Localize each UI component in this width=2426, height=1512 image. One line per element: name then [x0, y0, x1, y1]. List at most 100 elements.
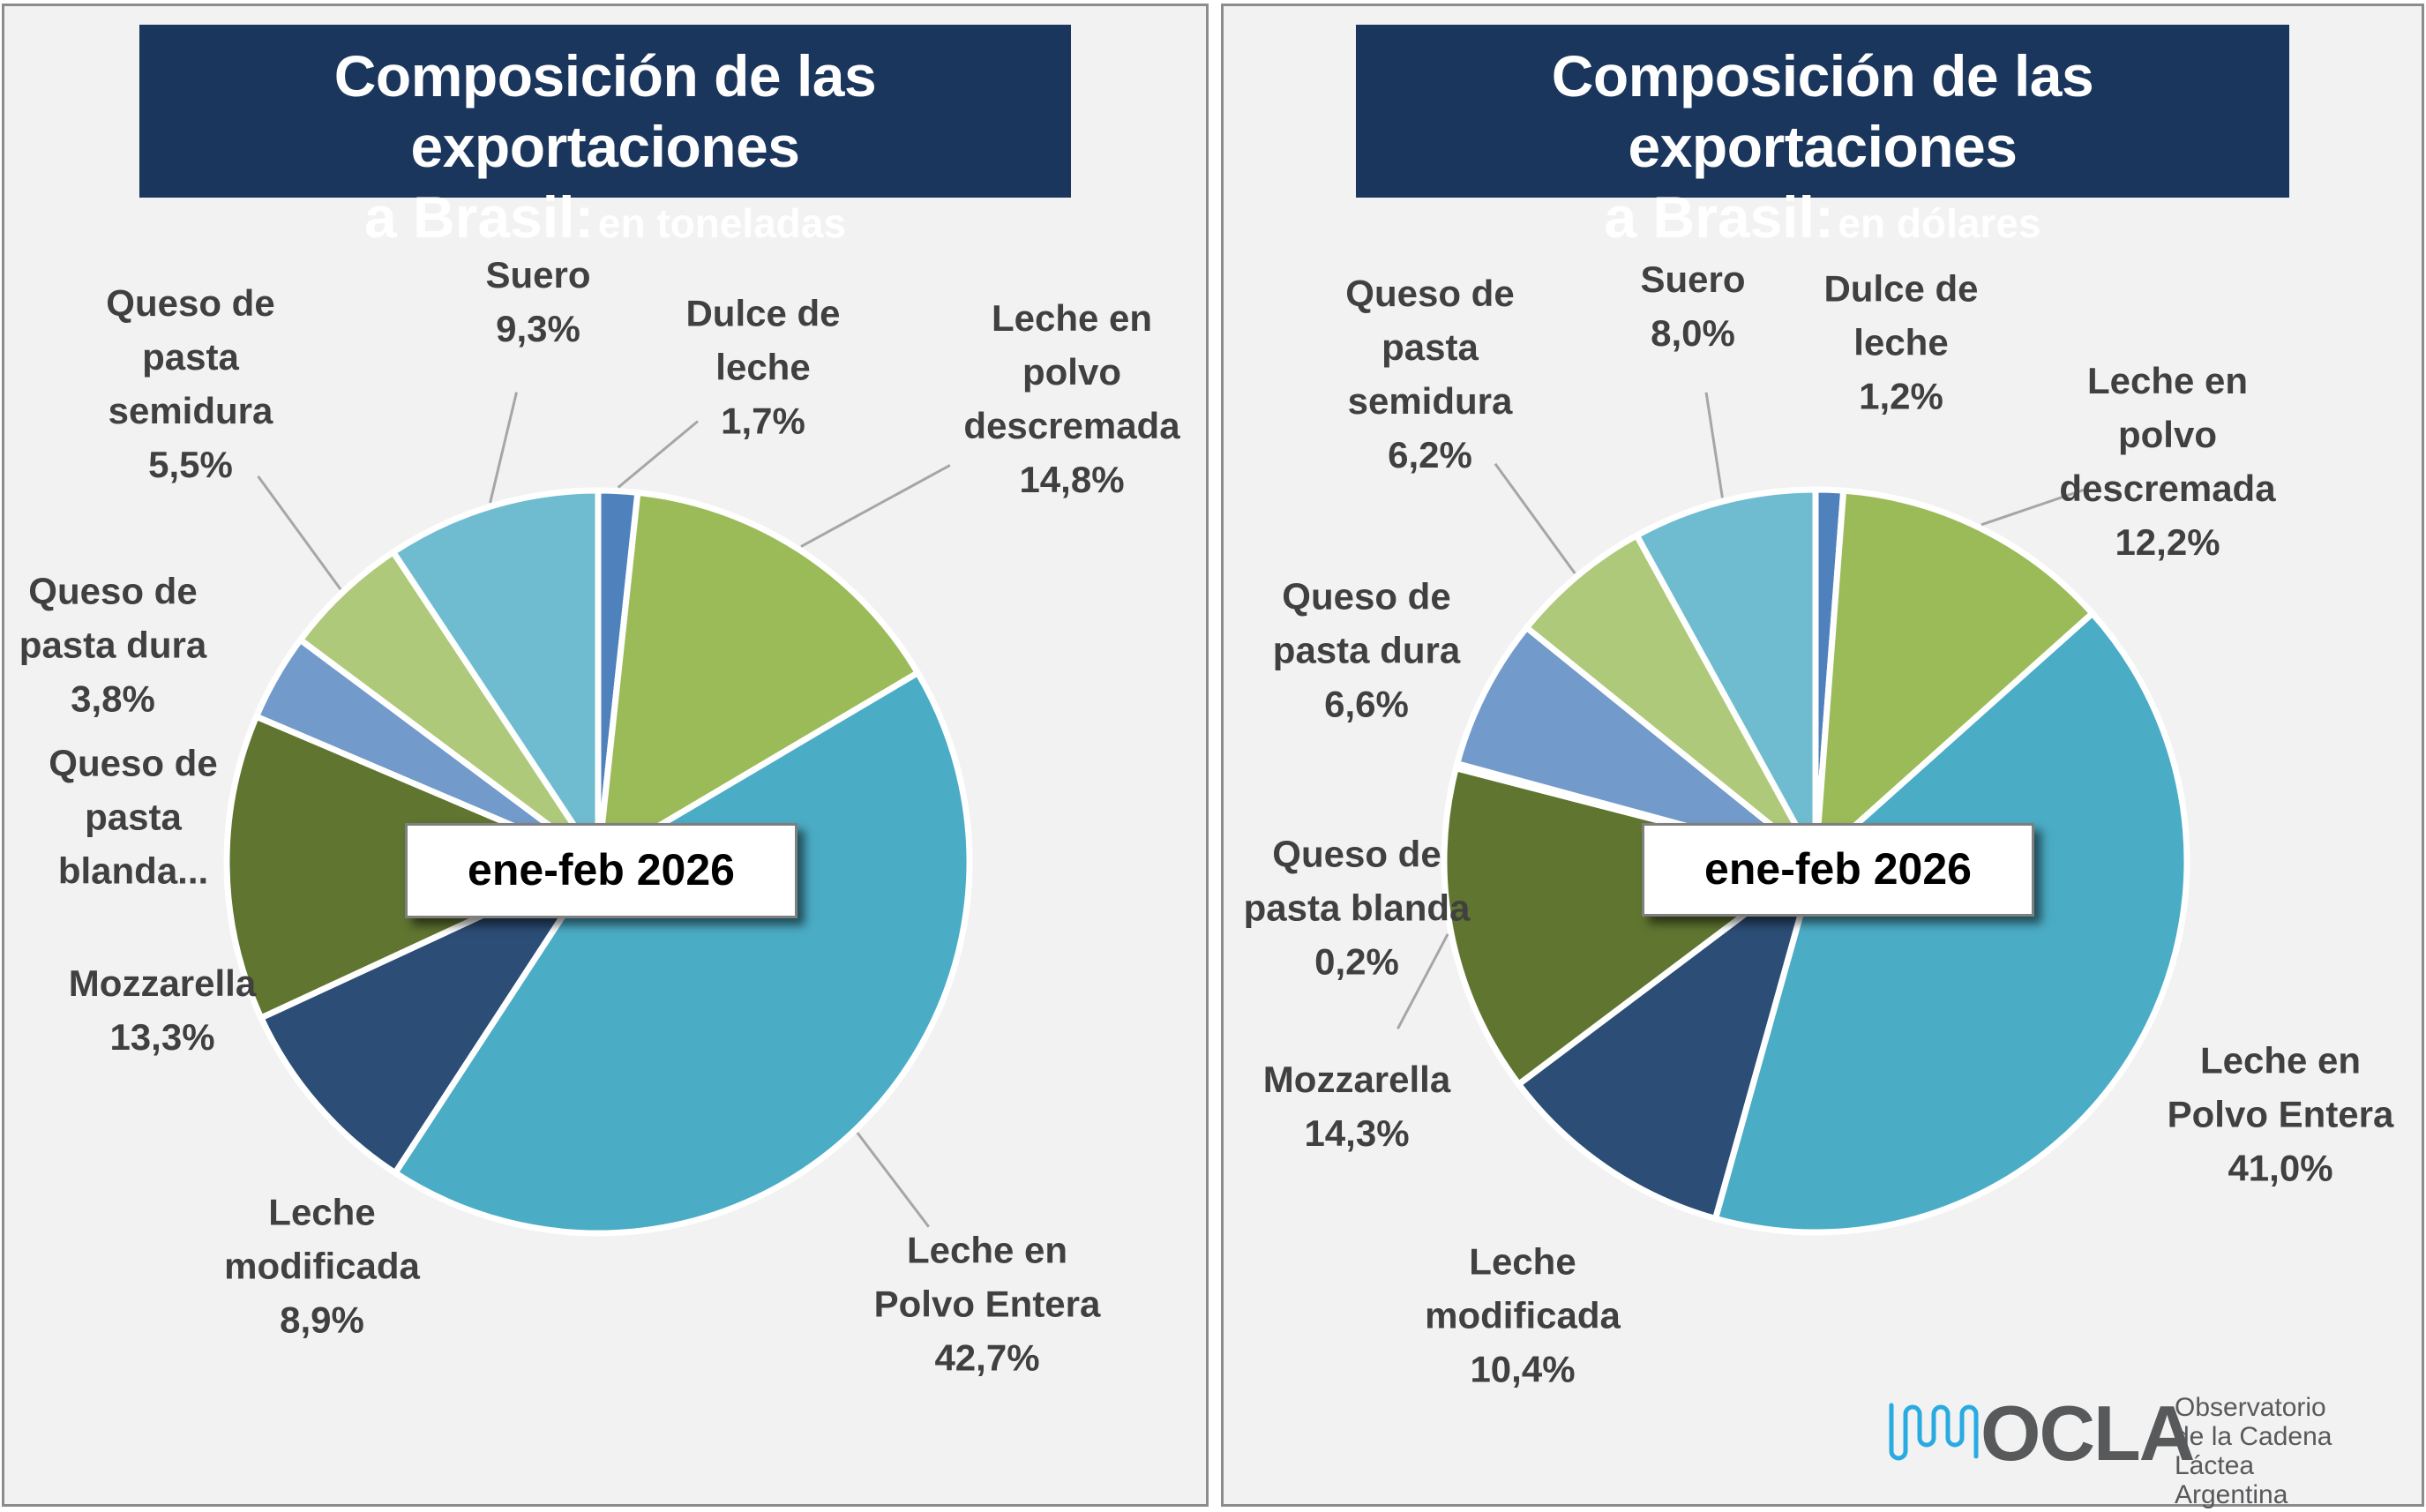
data-label-mozzarella: Mozzarella 13,3% — [69, 956, 256, 1064]
label-text: Leche en — [906, 1229, 1068, 1271]
pie-slice-leche-en-polvo-entera — [392, 670, 973, 1237]
label-value: 41,0% — [2228, 1147, 2333, 1189]
chart-title-toneladas: Composición de las exportaciones a Brasi… — [139, 25, 1071, 250]
period-label-dolares: ene-feb 2026 — [1642, 823, 2034, 917]
label-text: Leche en — [2199, 1039, 2362, 1082]
label-value: 42,7% — [934, 1336, 1040, 1379]
title-line-2-bold: a Brasil: — [1604, 184, 1834, 250]
label-value: 3,8% — [71, 677, 155, 720]
label-value: 1,7% — [721, 400, 805, 442]
leader-line-mozzarella — [1396, 933, 1449, 1029]
leader-line-suero — [1704, 392, 1724, 498]
data-label-queso-de-pasta-semidura: Queso de pasta semidura 6,2% — [1345, 266, 1514, 482]
label-text: Queso de — [49, 742, 218, 784]
data-label-dulce-de-leche: Dulce de leche 1,2% — [1823, 262, 1978, 423]
title-unit: en dólares — [1838, 200, 2041, 246]
title-line-1: Composición de las exportaciones — [333, 43, 877, 179]
leader-line-leche-en-polvo-entera — [856, 1132, 930, 1228]
label-value: 14,8% — [1019, 459, 1125, 500]
leader-line-queso-de-pasta-semidura — [1494, 462, 1576, 574]
label-text: Leche — [268, 1191, 376, 1233]
label-value: 14,3% — [1304, 1112, 1410, 1154]
leader-line-queso-de-pasta-semidura — [257, 475, 342, 590]
label-text: Suero — [485, 254, 591, 296]
label-value: 9,3% — [496, 308, 580, 349]
ocla-subtitle: Observatorio de la Cadena Láctea Argenti… — [2175, 1393, 2417, 1509]
leader-line-suero — [489, 392, 518, 504]
label-text: Mozzarella — [1262, 1059, 1451, 1100]
label-text: Queso de — [1345, 273, 1515, 314]
label-value: 6,2% — [1388, 434, 1472, 475]
label-text: blanda... — [57, 850, 209, 892]
milk-wave-icon — [1889, 1403, 1979, 1461]
label-text: pasta — [1381, 326, 1479, 368]
data-label-queso-de-pasta-dura: Queso de pasta dura 6,6% — [1273, 570, 1460, 731]
data-label-mozzarella: Mozzarella 14,3% — [1263, 1052, 1450, 1160]
label-text: Polvo Entera — [2167, 1093, 2394, 1135]
ocla-logo: OCLA Observatorio de la Cadena Láctea Ar… — [1879, 1389, 2417, 1509]
label-text: Mozzarella — [68, 962, 257, 1004]
data-label-leche-en-polvo-descremada: Leche en polvo descremada 14,8% — [963, 291, 1179, 506]
pie-slice-queso-de-pasta-semidura — [1524, 532, 1819, 865]
label-value: 0,2% — [1314, 940, 1399, 983]
label-value: 12,2% — [2115, 521, 2220, 563]
label-value: 10,4% — [1470, 1348, 1576, 1390]
label-text: Leche en — [991, 297, 1153, 339]
label-text: pasta dura — [19, 624, 207, 666]
data-label-queso-de-pasta-blanda: Queso de pasta blanda 0,2% — [1244, 827, 1471, 989]
data-label-leche-en-polvo-entera: Leche en Polvo Entera 42,7% — [874, 1224, 1101, 1385]
data-label-queso-de-pasta-dura: Queso de pasta dura 3,8% — [19, 565, 206, 726]
label-text: Dulce de — [1823, 267, 1979, 310]
pie-slice-leche-en-polvo-descremada — [595, 489, 921, 865]
label-text: Queso de — [1272, 833, 1441, 875]
label-text: descremada — [2059, 468, 2276, 509]
pie-slice-leche-modificada — [1516, 857, 1819, 1222]
pie-toneladas — [223, 392, 973, 1237]
period-label-toneladas: ene-feb 2026 — [405, 823, 797, 918]
label-text: Leche — [1469, 1240, 1576, 1283]
label-text: pasta blanda — [1243, 887, 1471, 929]
period-text: ene-feb 2026 — [468, 845, 735, 894]
leader-line-dulce-de-leche — [617, 420, 700, 489]
ocla-wordmark: OCLA — [1980, 1389, 2195, 1477]
data-label-queso-de-pasta-blanda: Queso de pasta blanda... — [49, 737, 217, 898]
label-text: Polvo Entera — [873, 1283, 1101, 1325]
label-text: Leche en — [2086, 360, 2249, 401]
label-text: Dulce de — [685, 292, 841, 334]
leader-line-leche-en-polvo-descremada — [1980, 488, 2085, 527]
pie-slice-leche-modificada — [258, 858, 602, 1177]
label-text: semidura — [108, 390, 273, 431]
data-label-leche-en-polvo-entera: Leche en Polvo Entera 41,0% — [2168, 1034, 2394, 1195]
leader-line-leche-en-polvo-descremada — [800, 464, 951, 548]
label-value: 8,9% — [280, 1299, 364, 1341]
title-unit: en toneladas — [597, 200, 847, 246]
pie-slice-queso-de-pasta-dura — [1454, 624, 1819, 865]
label-value: 6,6% — [1324, 683, 1409, 725]
pie-slice-suero — [1633, 486, 1819, 865]
pie-dolares — [1396, 392, 2190, 1236]
label-text: Queso de — [28, 570, 198, 612]
label-text: Queso de — [106, 282, 275, 324]
label-value: 13,3% — [109, 1016, 215, 1058]
label-text: pasta — [142, 336, 239, 378]
data-label-leche-modificada: Leche modificada 8,9% — [224, 1186, 420, 1347]
label-text: pasta — [85, 796, 182, 838]
data-label-leche-en-polvo-descremada: Leche en polvo descremada 12,2% — [2059, 354, 2275, 569]
label-text: modificada — [1425, 1294, 1621, 1336]
data-label-dulce-de-leche: Dulce de leche 1,7% — [685, 287, 840, 448]
label-text: polvo — [2118, 414, 2217, 455]
logo-line-2: de la Cadena Láctea — [2175, 1422, 2332, 1480]
label-text: leche — [1853, 321, 1949, 363]
logo-line-1: Observatorio — [2175, 1393, 2326, 1422]
label-text: polvo — [1022, 351, 1121, 393]
title-line-2-bold: a Brasil: — [363, 184, 595, 250]
label-text: Suero — [1640, 258, 1746, 300]
pie-slice-leche-en-polvo-descremada — [1812, 487, 2096, 865]
data-label-suero: Suero 9,3% — [485, 248, 590, 356]
label-value: 8,0% — [1651, 312, 1735, 354]
pie-slice-suero — [390, 487, 602, 865]
label-value: 1,2% — [1859, 375, 1943, 417]
data-label-suero: Suero 8,0% — [1640, 252, 1745, 360]
pie-slice-leche-en-polvo-entera — [1711, 610, 2190, 1236]
